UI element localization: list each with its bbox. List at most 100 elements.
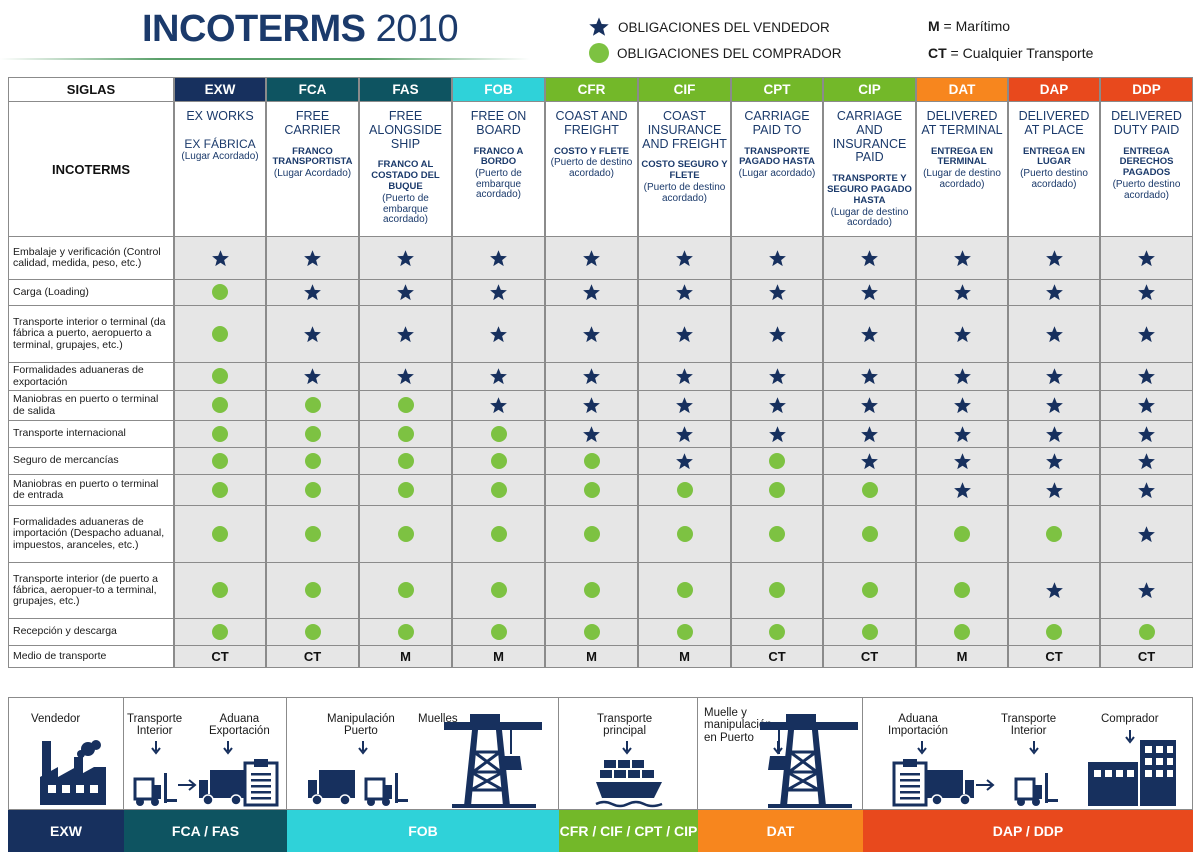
obligation-cell-dap [1008, 236, 1100, 280]
buyer-dot-icon [490, 481, 507, 498]
buyer-dot-icon [212, 481, 228, 498]
term-code-fas: FAS [359, 77, 452, 102]
buyer-dot-icon [769, 623, 785, 640]
obligation-cell-cif [638, 279, 731, 306]
seller-star-icon [1138, 397, 1155, 414]
transport-mode: M [956, 648, 968, 664]
title-incoterms: INCOTERMS [142, 8, 366, 50]
term-translation: COSTO Y FLETE [554, 145, 629, 157]
buyer-dot-icon [490, 582, 507, 599]
term-description-cip: CARRIAGE AND INSURANCE PAID TRANSPORTE Y … [823, 101, 916, 237]
transport-mode: CT [860, 648, 879, 664]
obligation-cell-dap [1008, 420, 1100, 448]
seller-star-icon [676, 397, 693, 414]
obligation-cell-cip [823, 279, 916, 306]
arrow-down-icon [151, 741, 161, 755]
transport-mode: M [400, 648, 411, 664]
obligation-cell-cfr [545, 362, 638, 391]
obligation-cell-cpt: CT [731, 645, 823, 668]
obligation-cell-ddp [1100, 447, 1193, 475]
incoterms-header: INCOTERMS [8, 101, 174, 237]
obligation-cell-ddp [1100, 618, 1193, 646]
legend-seller-label: OBLIGACIONES DEL VENDEDOR [618, 19, 830, 35]
term-name: DELIVERED DUTY PAID [1111, 109, 1182, 137]
label-seller: Vendedor [31, 713, 81, 725]
term-name: COAST AND FREIGHT [555, 109, 628, 137]
legend-seller: OBLIGACIONES DEL VENDEDOR [588, 16, 830, 38]
obligation-cell-cpt [731, 447, 823, 475]
obligation-cell-dat [916, 390, 1008, 421]
obligation-cell-cfr: M [545, 645, 638, 668]
obligation-cell-exw [174, 390, 266, 421]
obligation-label: Recepción y descarga [8, 618, 174, 646]
buyer-dot-icon [861, 525, 878, 542]
transport-mode: CT [303, 648, 322, 664]
obligation-cell-dat [916, 305, 1008, 363]
seller-star-icon [583, 368, 600, 385]
term-description-fas: FREE ALONGSIDE SHIP FRANCO AL COSTADO DEL… [359, 101, 452, 237]
obligation-cell-fca [266, 305, 359, 363]
port-crane-icon [760, 714, 858, 808]
seller-star-icon [768, 325, 786, 342]
term-name: CARRIAGE AND INSURANCE PAID [832, 109, 907, 165]
band-exw-label: EXW [50, 823, 82, 839]
legend-m-key: M [928, 18, 940, 34]
obligation-cell-fca [266, 279, 359, 306]
arrow-down-icon [223, 741, 233, 755]
seller-star-icon [1045, 425, 1063, 442]
term-code-dat: DAT [916, 77, 1008, 102]
title-year: 2010 [375, 8, 459, 50]
obligation-cell-cif [638, 474, 731, 506]
seller-star-icon [768, 425, 786, 442]
truck-icon [199, 770, 246, 806]
obligation-cell-ddp [1100, 362, 1193, 391]
term-translation: TRANSPORTE Y SEGURO PAGADO HASTA [827, 173, 912, 206]
term-name: DELIVERED AT TERMINAL [921, 109, 1003, 137]
seller-star-icon [861, 284, 878, 301]
obligation-cell-fca [266, 362, 359, 391]
term-place: (Puerto de destino acordado) [550, 157, 633, 179]
term-name: CARRIAGE PAID TO [744, 109, 810, 137]
label-inland-transport-2: Transporte Interior [1001, 713, 1057, 738]
obligation-label: Formalidades aduaneras de exportación [8, 362, 174, 391]
obligation-cell-fas [359, 279, 452, 306]
buyer-dot-icon [304, 425, 321, 442]
truck-icon [308, 770, 355, 806]
label-inland-transport: Transporte Interior [127, 713, 183, 738]
buyer-dot-icon [304, 452, 321, 469]
term-name: FREE ON BOARD [470, 109, 527, 137]
star-icon [589, 17, 609, 36]
truck-icon [927, 770, 974, 806]
obligation-cell-fob [452, 505, 545, 563]
label-main-transport: Transporte principal [597, 713, 653, 738]
seller-star-icon [583, 284, 600, 301]
obligation-cell-fca [266, 474, 359, 506]
buyer-dot-icon [304, 397, 321, 414]
obligation-cell-cip [823, 362, 916, 391]
arrow-down-icon [1029, 741, 1039, 755]
obligation-cell-cif [638, 305, 731, 363]
band-fca-fas: FCA / FAS [124, 810, 287, 852]
term-place: (Puerto destino acordado) [1112, 179, 1181, 201]
term-code-cip: CIP [823, 77, 916, 102]
buyer-dot-icon [304, 525, 321, 542]
seller-star-icon [490, 249, 507, 266]
seller-star-icon [1138, 582, 1155, 599]
seller-star-icon [304, 249, 321, 266]
obligation-cell-cfr [545, 279, 638, 306]
band-dat: DAT [698, 810, 863, 852]
seller-star-icon [304, 325, 321, 342]
term-description-cif: COAST INSURANCE AND FREIGHT COSTO SEGURO … [638, 101, 731, 237]
obligation-cell-dat: M [916, 645, 1008, 668]
seller-star-icon [676, 425, 693, 442]
obligation-cell-fca [266, 618, 359, 646]
seller-star-icon [861, 452, 878, 469]
obligation-cell-fca [266, 447, 359, 475]
transport-mode: CT [1045, 648, 1063, 664]
seller-star-icon [768, 249, 786, 266]
obligation-cell-cfr [545, 420, 638, 448]
obligation-cell-fas [359, 420, 452, 448]
seller-star-icon [676, 249, 693, 266]
buyer-dot-icon [676, 481, 693, 498]
obligation-cell-dap [1008, 447, 1100, 475]
